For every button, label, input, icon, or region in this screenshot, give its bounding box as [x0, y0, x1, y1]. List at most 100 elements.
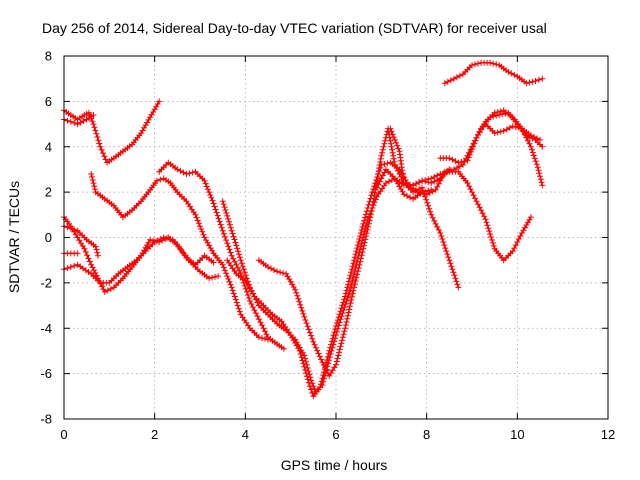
data-point-marker: [345, 309, 352, 316]
data-point-marker: [364, 227, 371, 233]
data-point-marker: [220, 264, 227, 271]
data-point-marker: [382, 137, 389, 144]
data-point-marker: [353, 248, 360, 255]
data-point-marker: [203, 183, 210, 190]
data-point-marker: [366, 198, 373, 205]
data-point-marker: [248, 301, 255, 307]
data-point-marker: [186, 170, 193, 177]
data-point-marker: [90, 112, 97, 118]
data-point-marker: [233, 299, 240, 306]
data-point-marker: [67, 118, 74, 125]
x-tick-label: 0: [60, 427, 67, 442]
data-point-marker: [225, 275, 232, 282]
data-point-marker: [302, 367, 309, 373]
data-point-marker: [292, 286, 299, 293]
data-point-marker: [359, 223, 366, 230]
data-point-marker: [157, 176, 164, 183]
data-point-marker: [309, 389, 316, 396]
data-point-marker: [298, 354, 305, 361]
data-point-marker: [469, 62, 475, 69]
data-point-marker: [368, 192, 375, 199]
data-point-marker: [448, 263, 455, 270]
data-point-marker: [539, 143, 546, 150]
data-point-marker: [317, 384, 324, 391]
data-point-marker: [101, 288, 108, 295]
x-tick-label: 8: [423, 427, 430, 442]
data-point-marker: [64, 224, 71, 231]
data-point-marker: [390, 152, 397, 159]
data-point-marker: [485, 225, 492, 232]
series-track-2: [61, 112, 97, 128]
data-point-marker: [497, 128, 504, 135]
data-point-marker: [407, 181, 413, 188]
data-point-marker: [252, 310, 259, 317]
data-point-marker: [465, 154, 472, 161]
data-point-marker: [321, 366, 328, 373]
data-point-marker: [351, 254, 358, 261]
data-point-marker: [381, 169, 388, 176]
data-point-marker: [389, 146, 396, 153]
data-point-marker: [341, 328, 348, 335]
data-point-marker: [471, 140, 478, 147]
data-point-marker: [427, 208, 434, 215]
data-point-marker: [85, 255, 92, 262]
data-point-marker: [440, 239, 447, 245]
data-point-marker: [297, 301, 304, 308]
data-point-marker: [305, 326, 312, 333]
data-point-marker: [360, 245, 367, 252]
data-point-marker: [453, 74, 460, 81]
data-point-marker: [216, 218, 223, 225]
data-point-marker: [259, 322, 265, 329]
data-point-marker: [351, 281, 358, 288]
series-track-3: [88, 171, 271, 343]
data-point-marker: [388, 128, 395, 135]
y-axis-title: SDTVAR / TECUs: [6, 181, 22, 293]
data-point-marker: [333, 361, 339, 368]
data-point-marker: [204, 186, 211, 193]
data-point-marker: [222, 207, 229, 213]
series-line: [63, 236, 219, 284]
data-point-marker: [254, 313, 261, 320]
data-point-marker: [219, 198, 226, 205]
x-tick-label: 4: [242, 427, 249, 442]
data-point-marker: [320, 369, 327, 376]
data-point-marker: [404, 180, 410, 187]
series-line: [226, 111, 544, 398]
data-point-marker: [246, 298, 253, 304]
data-point-marker: [220, 201, 227, 208]
data-point-marker: [381, 161, 388, 168]
data-point-marker: [473, 198, 480, 205]
y-tick-label: 2: [45, 185, 52, 200]
data-point-marker: [470, 143, 477, 150]
data-point-marker: [298, 304, 305, 311]
data-point-marker: [518, 230, 525, 236]
data-point-marker: [274, 268, 281, 275]
data-point-marker: [342, 290, 349, 297]
data-point-marker: [339, 302, 346, 309]
data-point-marker: [438, 233, 445, 239]
data-point-marker: [422, 178, 429, 185]
data-point-marker: [231, 236, 238, 243]
data-point-marker: [219, 227, 226, 234]
data-point-marker: [226, 246, 233, 253]
data-point-marker: [301, 363, 308, 370]
data-point-marker: [319, 375, 326, 382]
data-point-marker: [338, 305, 345, 312]
data-point-marker: [494, 129, 501, 136]
data-point-marker: [67, 264, 74, 270]
data-point-marker: [537, 176, 544, 183]
data-point-marker: [453, 278, 460, 285]
data-point-marker: [342, 322, 349, 329]
data-point-marker: [523, 80, 530, 87]
data-point-marker: [434, 177, 441, 183]
data-point-marker: [416, 179, 423, 186]
data-point-marker: [309, 335, 316, 342]
data-point-marker: [486, 228, 493, 235]
data-point-marker: [395, 145, 402, 152]
y-tick-label: 0: [45, 230, 52, 245]
data-point-marker: [320, 372, 327, 379]
data-point-marker: [355, 265, 362, 272]
data-point-marker: [221, 267, 228, 274]
data-point-marker: [336, 311, 343, 318]
data-point-marker: [534, 164, 541, 171]
